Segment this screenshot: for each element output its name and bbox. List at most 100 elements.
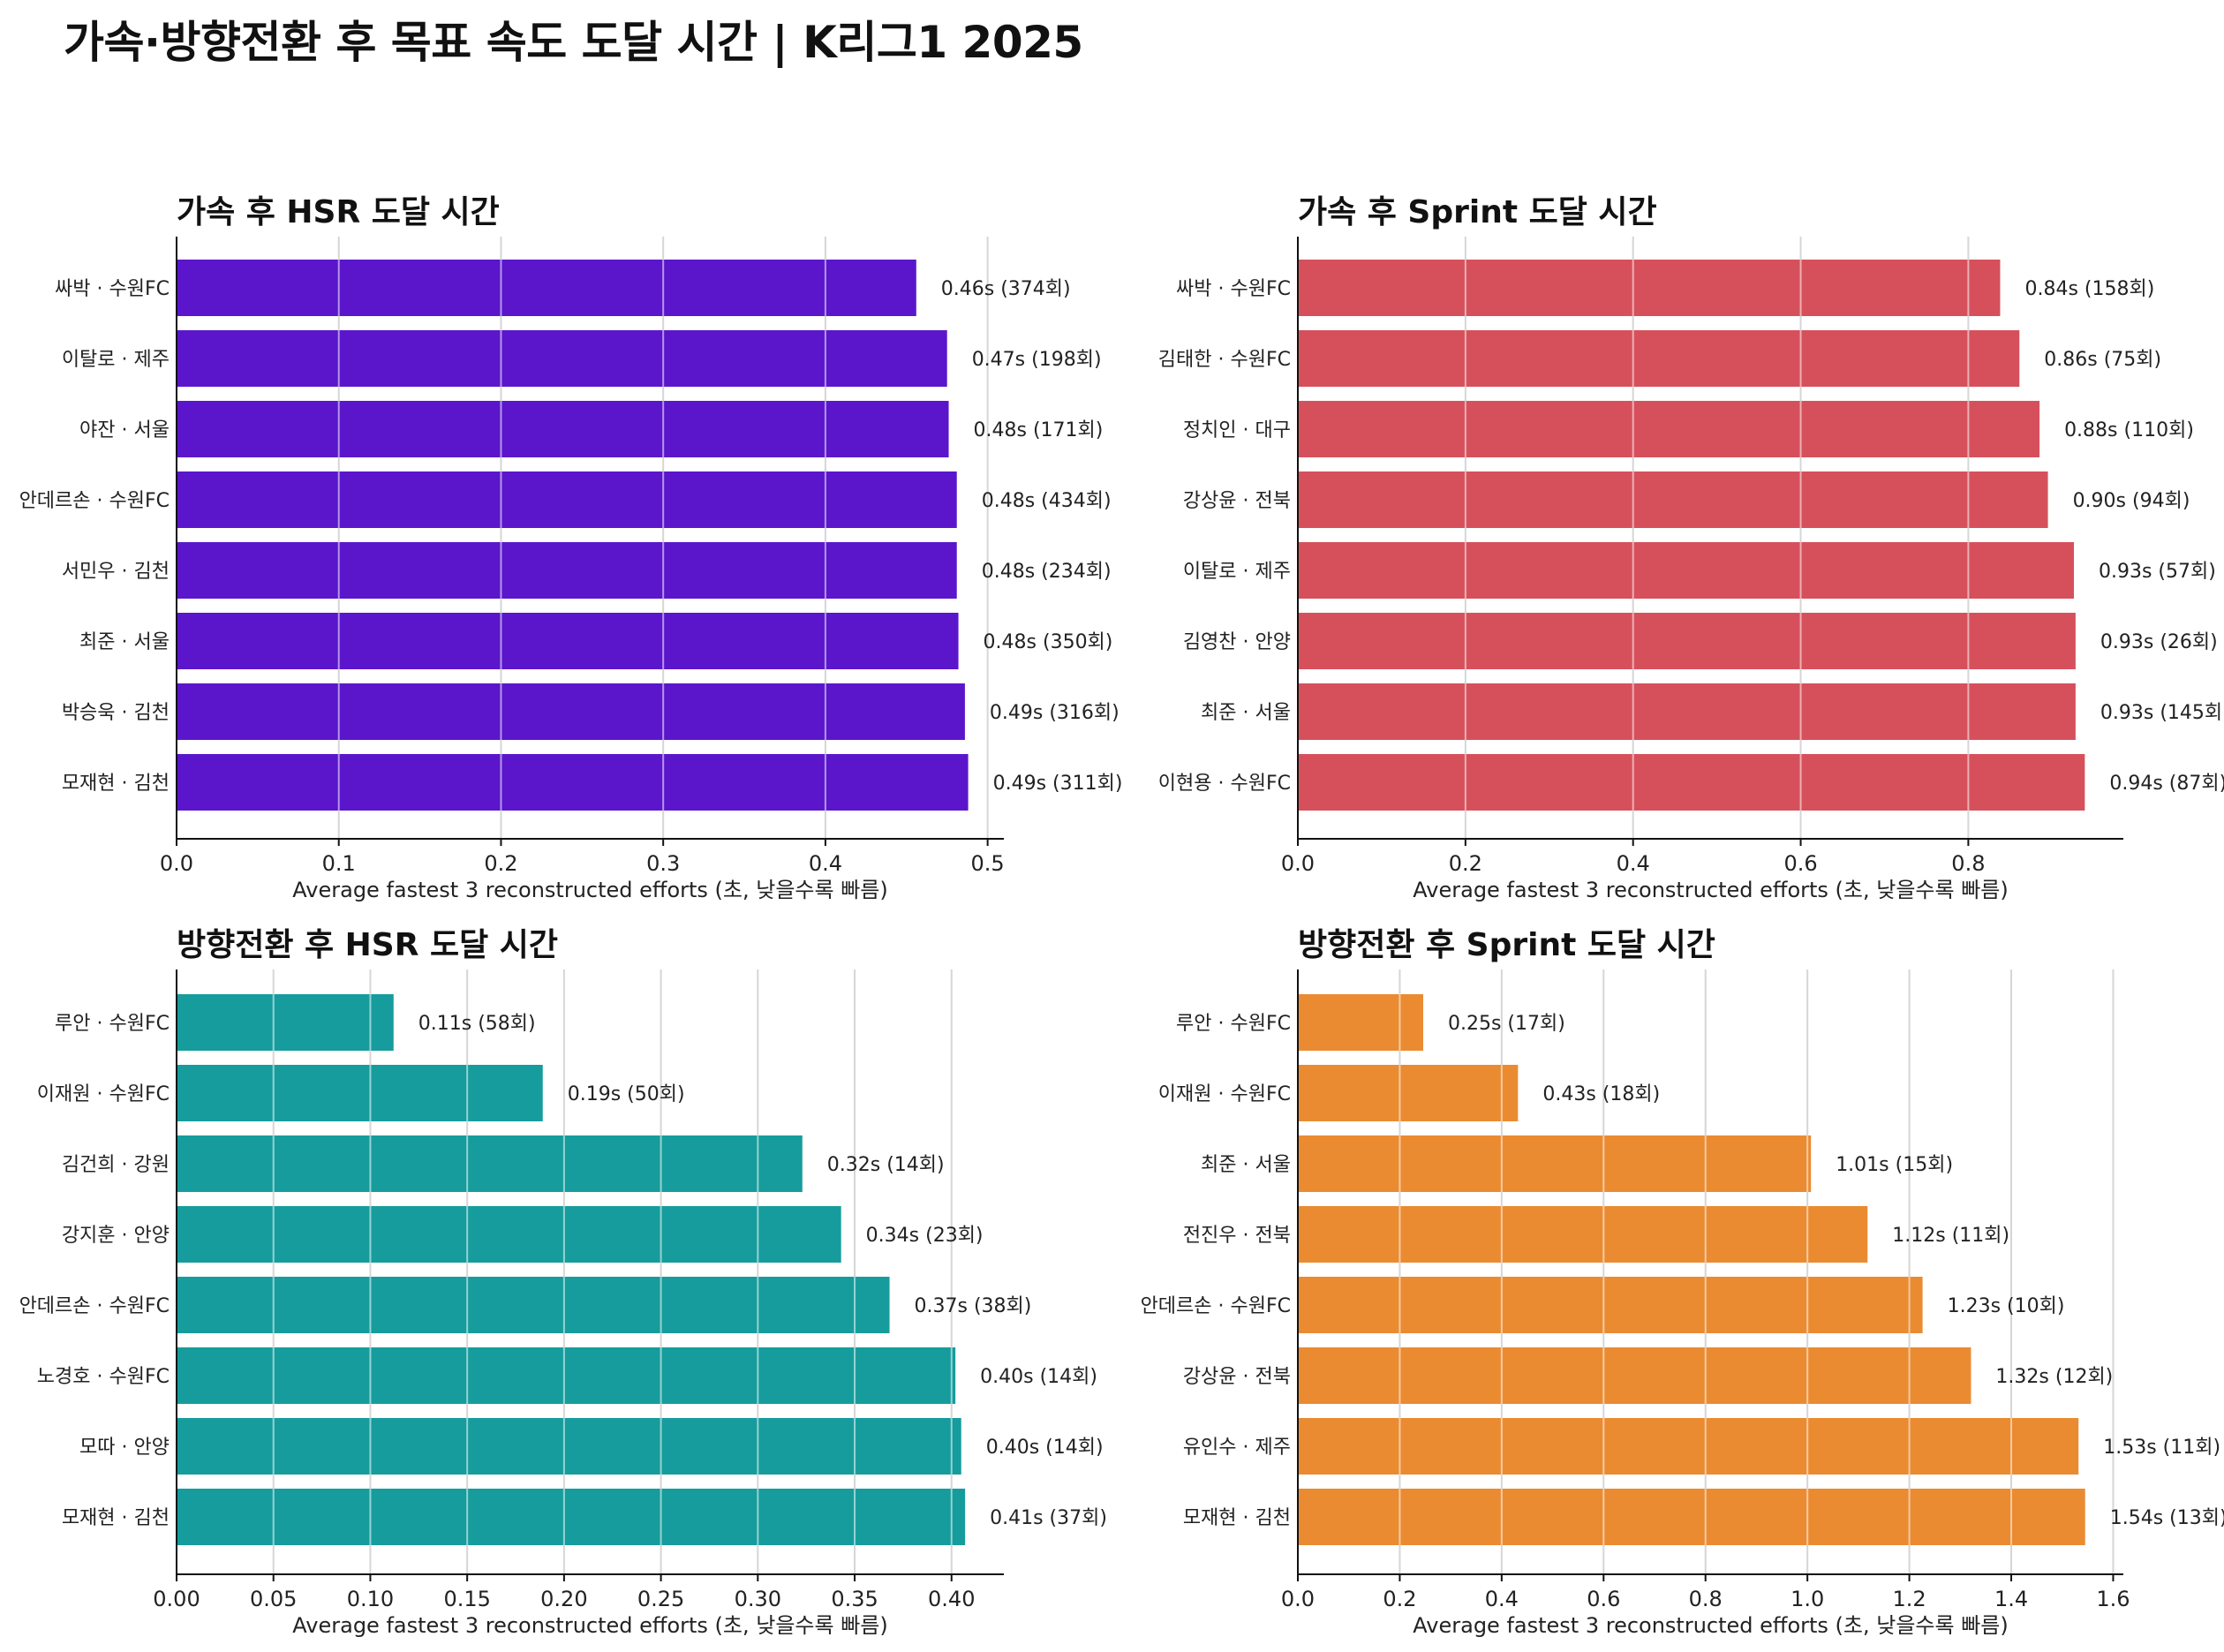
data-label: 0.19s (50회)	[568, 1083, 685, 1105]
x-tick-label: 0.6	[1783, 851, 1817, 876]
x-tick-label: 0.25	[637, 1587, 684, 1611]
category-label: 유인수 · 제주	[1183, 1437, 1291, 1459]
bar	[1298, 994, 1423, 1051]
x-tick-label: 0.0	[1281, 1587, 1315, 1611]
data-label: 0.47s (198회)	[972, 349, 1102, 371]
data-label: 0.48s (171회)	[974, 419, 1104, 441]
category-label: 정치인 · 대구	[1183, 419, 1291, 441]
bar	[1298, 330, 2020, 387]
category-label: 최준 · 서울	[1201, 702, 1291, 724]
data-label: 0.49s (311회)	[993, 773, 1123, 795]
bar	[1298, 1206, 1868, 1263]
data-label: 1.54s (13회)	[2110, 1507, 2224, 1529]
category-label: 서민우 · 김천	[62, 561, 170, 583]
data-label: 0.86s (75회)	[2044, 349, 2161, 371]
panel-title: 방향전환 후 Sprint 도달 시간	[1298, 927, 1715, 963]
data-label: 0.34s (23회)	[866, 1225, 984, 1247]
category-label: 강상윤 · 전북	[1183, 490, 1291, 512]
x-tick-label: 0.4	[809, 851, 842, 876]
category-label: 이탈로 · 제주	[1183, 561, 1291, 583]
category-label: 야잔 · 서울	[79, 419, 170, 441]
x-axis-label: Average fastest 3 reconstructed efforts …	[1413, 1613, 2008, 1638]
category-label: 루안 · 수원FC	[1176, 1013, 1291, 1035]
category-label: 안데르손 · 수원FC	[19, 490, 170, 512]
data-label: 0.41s (37회)	[990, 1507, 1107, 1529]
x-tick-label: 0.40	[928, 1587, 975, 1611]
data-label: 0.25s (17회)	[1448, 1013, 1565, 1035]
x-tick-label: 0.2	[1383, 1587, 1416, 1611]
figure-title: 가속·방향전환 후 목표 속도 도달 시간 | K리그1 2025	[64, 17, 1083, 68]
data-label: 1.23s (10회)	[1948, 1295, 2065, 1317]
category-label: 이재원 · 수원FC	[37, 1083, 170, 1105]
category-label: 박승욱 · 김천	[62, 702, 170, 724]
bar	[1298, 1135, 1812, 1192]
category-label: 모재현 · 김천	[1183, 1507, 1291, 1529]
bar	[1298, 401, 2040, 457]
x-tick-label: 0.05	[250, 1587, 297, 1611]
data-label: 0.40s (14회)	[980, 1366, 1097, 1388]
bar	[177, 1065, 543, 1121]
x-tick-label: 0.0	[160, 851, 193, 876]
data-label: 0.48s (434회)	[982, 490, 1112, 512]
bar	[1298, 1347, 1971, 1404]
x-tick-label: 1.0	[1791, 1587, 1824, 1611]
bar	[177, 1347, 956, 1404]
bar	[177, 613, 959, 669]
x-tick-label: 0.8	[1951, 851, 1985, 876]
panel-title: 방향전환 후 HSR 도달 시간	[177, 927, 558, 963]
x-tick-label: 0.8	[1689, 1587, 1723, 1611]
bar	[177, 1418, 961, 1475]
data-label: 0.40s (14회)	[986, 1437, 1104, 1459]
category-label: 김태한 · 수원FC	[1158, 349, 1291, 371]
x-tick-label: 0.10	[347, 1587, 394, 1611]
bar	[1298, 542, 2074, 599]
data-label: 1.12s (11회)	[1892, 1225, 2009, 1247]
panel-title: 가속 후 Sprint 도달 시간	[1298, 194, 1657, 230]
data-label: 0.90s (94회)	[2073, 490, 2190, 512]
category-label: 안데르손 · 수원FC	[1141, 1295, 1291, 1317]
category-label: 최준 · 서울	[1201, 1154, 1291, 1176]
bar	[177, 471, 957, 528]
category-label: 모재현 · 김천	[62, 773, 170, 795]
data-label: 0.11s (58회)	[418, 1013, 536, 1035]
x-axis-label: Average fastest 3 reconstructed efforts …	[1413, 878, 2008, 902]
x-axis-label: Average fastest 3 reconstructed efforts …	[292, 878, 887, 902]
x-tick-label: 0.30	[735, 1587, 781, 1611]
data-label: 0.93s (26회)	[2100, 631, 2218, 653]
data-label: 0.88s (110회)	[2064, 419, 2194, 441]
bar	[1298, 471, 2048, 528]
category-label: 모재현 · 김천	[62, 1507, 170, 1529]
data-label: 0.84s (158회)	[2024, 278, 2154, 300]
category-label: 싸박 · 수원FC	[55, 278, 170, 300]
data-label: 0.32s (14회)	[827, 1154, 945, 1176]
x-tick-label: 0.5	[971, 851, 1005, 876]
bar	[177, 994, 394, 1051]
category-label: 모따 · 안양	[79, 1437, 170, 1459]
x-tick-label: 0.20	[540, 1587, 587, 1611]
data-label: 1.32s (12회)	[1995, 1366, 2113, 1388]
bar	[1298, 1418, 2079, 1475]
x-tick-label: 0.4	[1617, 851, 1650, 876]
data-label: 0.37s (38회)	[915, 1295, 1032, 1317]
x-tick-label: 0.3	[646, 851, 680, 876]
x-tick-label: 0.4	[1485, 1587, 1519, 1611]
data-label: 1.53s (11회)	[2103, 1437, 2220, 1459]
category-label: 강지훈 · 안양	[62, 1225, 170, 1247]
x-tick-label: 0.2	[484, 851, 517, 876]
category-label: 이탈로 · 제주	[62, 349, 170, 371]
bar	[177, 683, 965, 740]
bar	[1298, 260, 2001, 316]
bar	[1298, 683, 2076, 740]
bar	[1298, 1489, 2085, 1545]
data-label: 0.48s (234회)	[982, 561, 1112, 583]
data-label: 0.43s (18회)	[1542, 1083, 1660, 1105]
bar	[1298, 754, 2085, 811]
category-label: 루안 · 수원FC	[55, 1013, 170, 1035]
bar	[1298, 1277, 1923, 1333]
bar	[177, 401, 949, 457]
data-label: 0.94s (87회)	[2109, 773, 2224, 795]
category-label: 최준 · 서울	[79, 631, 170, 653]
category-label: 전진우 · 전북	[1183, 1225, 1291, 1247]
x-tick-label: 0.6	[1587, 1587, 1620, 1611]
category-label: 강상윤 · 전북	[1183, 1366, 1291, 1388]
